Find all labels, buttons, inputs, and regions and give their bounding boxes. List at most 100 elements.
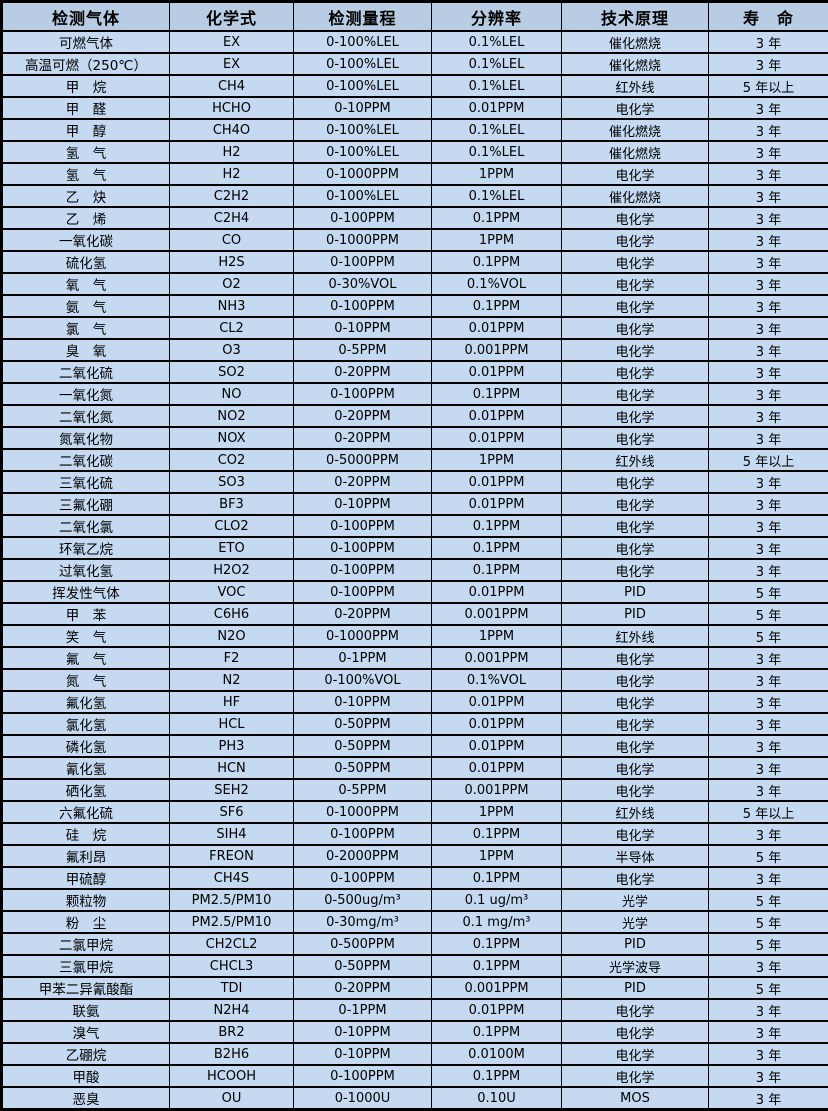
cell-principle: 电化学 <box>562 251 709 273</box>
cell-principle: 催化燃烧 <box>562 119 709 141</box>
cell-gas: 二氧化碳 <box>2 449 170 471</box>
cell-lifespan: 3 年 <box>709 1087 828 1110</box>
cell-resolution: 0.01PPM <box>432 493 562 515</box>
table-header: 检测气体化学式检测量程分辨率技术原理寿 命 <box>2 2 828 32</box>
cell-gas: 硫化氢 <box>2 251 170 273</box>
cell-lifespan: 3 年 <box>709 185 828 207</box>
cell-resolution: 0.1PPM <box>432 955 562 977</box>
cell-principle: 电化学 <box>562 1065 709 1087</box>
cell-gas: 挥发性气体 <box>2 581 170 603</box>
cell-lifespan: 3 年 <box>709 339 828 361</box>
cell-range: 0-100%LEL <box>294 185 432 207</box>
cell-gas: 氧 气 <box>2 273 170 295</box>
cell-formula: H2 <box>170 163 294 185</box>
cell-range: 0-10PPM <box>294 97 432 119</box>
cell-lifespan: 5 年 <box>709 603 828 625</box>
cell-range: 0-20PPM <box>294 427 432 449</box>
cell-formula: BR2 <box>170 1021 294 1043</box>
cell-lifespan: 5 年以上 <box>709 801 828 823</box>
cell-gas: 恶臭 <box>2 1087 170 1110</box>
cell-formula: CLO2 <box>170 515 294 537</box>
cell-lifespan: 3 年 <box>709 515 828 537</box>
cell-range: 0-20PPM <box>294 977 432 999</box>
cell-resolution: 0.01PPM <box>432 581 562 603</box>
cell-principle: 电化学 <box>562 427 709 449</box>
cell-lifespan: 3 年 <box>709 317 828 339</box>
cell-resolution: 0.1%VOL <box>432 669 562 691</box>
cell-formula: H2S <box>170 251 294 273</box>
cell-lifespan: 3 年 <box>709 229 828 251</box>
cell-lifespan: 3 年 <box>709 537 828 559</box>
cell-gas: 硅 烷 <box>2 823 170 845</box>
cell-formula: EX <box>170 53 294 75</box>
cell-lifespan: 3 年 <box>709 779 828 801</box>
cell-resolution: 0.1PPM <box>432 537 562 559</box>
cell-lifespan: 5 年 <box>709 625 828 647</box>
cell-gas: 甲 醇 <box>2 119 170 141</box>
cell-principle: 电化学 <box>562 471 709 493</box>
cell-resolution: 0.01PPM <box>432 757 562 779</box>
cell-formula: TDI <box>170 977 294 999</box>
cell-range: 0-50PPM <box>294 757 432 779</box>
cell-principle: 电化学 <box>562 229 709 251</box>
cell-resolution: 1PPM <box>432 163 562 185</box>
cell-range: 0-500PPM <box>294 933 432 955</box>
cell-lifespan: 3 年 <box>709 867 828 889</box>
cell-resolution: 0.01PPM <box>432 361 562 383</box>
cell-principle: 光学 <box>562 889 709 911</box>
cell-range: 0-100%LEL <box>294 31 432 53</box>
cell-lifespan: 3 年 <box>709 823 828 845</box>
cell-resolution: 0.1%LEL <box>432 141 562 163</box>
cell-gas: 氮氧化物 <box>2 427 170 449</box>
cell-range: 0-100%LEL <box>294 119 432 141</box>
cell-gas: 二氯甲烷 <box>2 933 170 955</box>
cell-range: 0-20PPM <box>294 603 432 625</box>
cell-range: 0-100PPM <box>294 537 432 559</box>
cell-principle: 催化燃烧 <box>562 141 709 163</box>
cell-resolution: 0.01PPM <box>432 97 562 119</box>
cell-formula: HCOOH <box>170 1065 294 1087</box>
cell-formula: F2 <box>170 647 294 669</box>
cell-formula: N2 <box>170 669 294 691</box>
cell-principle: 催化燃烧 <box>562 53 709 75</box>
cell-lifespan: 3 年 <box>709 273 828 295</box>
cell-formula: FREON <box>170 845 294 867</box>
cell-formula: VOC <box>170 581 294 603</box>
cell-resolution: 0.01PPM <box>432 713 562 735</box>
cell-resolution: 0.1PPM <box>432 295 562 317</box>
cell-gas: 六氟化硫 <box>2 801 170 823</box>
cell-resolution: 0.1PPM <box>432 383 562 405</box>
cell-formula: B2H6 <box>170 1043 294 1065</box>
cell-resolution: 1PPM <box>432 801 562 823</box>
cell-principle: 红外线 <box>562 625 709 647</box>
header-cell-principle: 技术原理 <box>562 2 709 32</box>
cell-lifespan: 3 年 <box>709 735 828 757</box>
cell-range: 0-1PPM <box>294 999 432 1021</box>
cell-formula: SO2 <box>170 361 294 383</box>
cell-lifespan: 3 年 <box>709 31 828 53</box>
cell-formula: PM2.5/PM10 <box>170 911 294 933</box>
cell-lifespan: 3 年 <box>709 955 828 977</box>
cell-gas: 联氨 <box>2 999 170 1021</box>
cell-range: 0-500ug/m³ <box>294 889 432 911</box>
cell-formula: SIH4 <box>170 823 294 845</box>
cell-range: 0-100PPM <box>294 559 432 581</box>
cell-range: 0-100PPM <box>294 867 432 889</box>
cell-gas: 环氧乙烷 <box>2 537 170 559</box>
cell-gas: 甲 苯 <box>2 603 170 625</box>
cell-resolution: 0.1%LEL <box>432 31 562 53</box>
cell-range: 0-10PPM <box>294 1043 432 1065</box>
cell-lifespan: 3 年 <box>709 141 828 163</box>
